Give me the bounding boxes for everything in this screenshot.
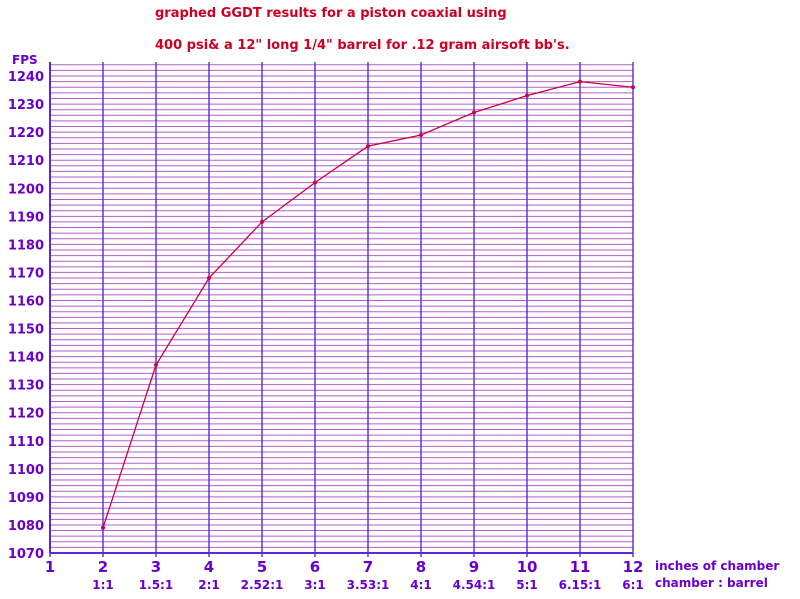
y-tick-label: 1070 (8, 547, 44, 562)
x-tick-label: 2 (98, 558, 108, 576)
y-tick-label: 1230 (8, 98, 44, 113)
chart-title-line1: graphed GGDT results for a piston coaxia… (155, 6, 507, 21)
data-point (313, 180, 317, 185)
x-axis-label-line2: chamber : barrel (655, 576, 768, 590)
x-tick-label: 8 (416, 558, 426, 576)
data-point (631, 85, 635, 90)
y-tick-label: 1180 (8, 238, 44, 253)
y-tick-label: 1220 (8, 126, 44, 141)
y-tick-label: 1160 (8, 294, 44, 309)
y-tick-label: 1090 (8, 491, 44, 506)
x-ratio-label: 6:1 (622, 578, 644, 592)
y-tick-label: 1110 (8, 435, 44, 450)
data-point (260, 219, 264, 224)
x-tick-label: 6 (310, 558, 320, 576)
x-ratio-label: 1:1 (92, 578, 114, 592)
x-tick-label: 9 (469, 558, 479, 576)
x-tick-label: 11 (570, 558, 591, 576)
y-tick-label: 1140 (8, 351, 44, 366)
x-ratio-label: 1.5:1 (139, 578, 173, 592)
y-axis-label: FPS (12, 53, 38, 67)
y-tick-label: 1210 (8, 154, 44, 169)
y-tick-label: 1190 (8, 210, 44, 225)
data-point (207, 276, 211, 281)
y-tick-label: 1080 (8, 519, 44, 534)
data-point (419, 132, 423, 137)
x-ratio-label: 3:1 (304, 578, 326, 592)
x-tick-label: 3 (151, 558, 161, 576)
y-tick-label: 1150 (8, 323, 44, 338)
y-tick-label: 1120 (8, 407, 44, 422)
y-tick-label: 1170 (8, 266, 44, 281)
x-ratio-label: 6.15:1 (559, 578, 602, 592)
x-tick-label: 1 (45, 558, 55, 576)
y-tick-label: 1240 (8, 70, 44, 85)
chart-title-line2: 400 psi& a 12" long 1/4" barrel for .12 … (155, 38, 570, 53)
x-tick-label: 5 (257, 558, 267, 576)
x-tick-label: 12 (623, 558, 644, 576)
x-ratio-label: 2.52:1 (241, 578, 284, 592)
x-ratio-label: 4:1 (410, 578, 432, 592)
x-tick-label: 7 (363, 558, 373, 576)
y-tick-label: 1200 (8, 182, 44, 197)
x-ratio-label: 5:1 (516, 578, 538, 592)
x-ratio-label: 4.54:1 (453, 578, 496, 592)
data-point (154, 363, 158, 368)
x-tick-label: 10 (517, 558, 538, 576)
x-tick-label: 4 (204, 558, 214, 576)
x-ratio-label: 3.53:1 (347, 578, 390, 592)
data-point (472, 110, 476, 115)
x-axis-label-line1: inches of chamber (655, 559, 779, 573)
x-ratio-label: 2:1 (198, 578, 220, 592)
y-tick-label: 1130 (8, 379, 44, 394)
data-point (366, 144, 370, 149)
y-tick-label: 1100 (8, 463, 44, 478)
data-point (525, 93, 529, 98)
data-point (578, 79, 582, 84)
data-point (101, 525, 105, 530)
